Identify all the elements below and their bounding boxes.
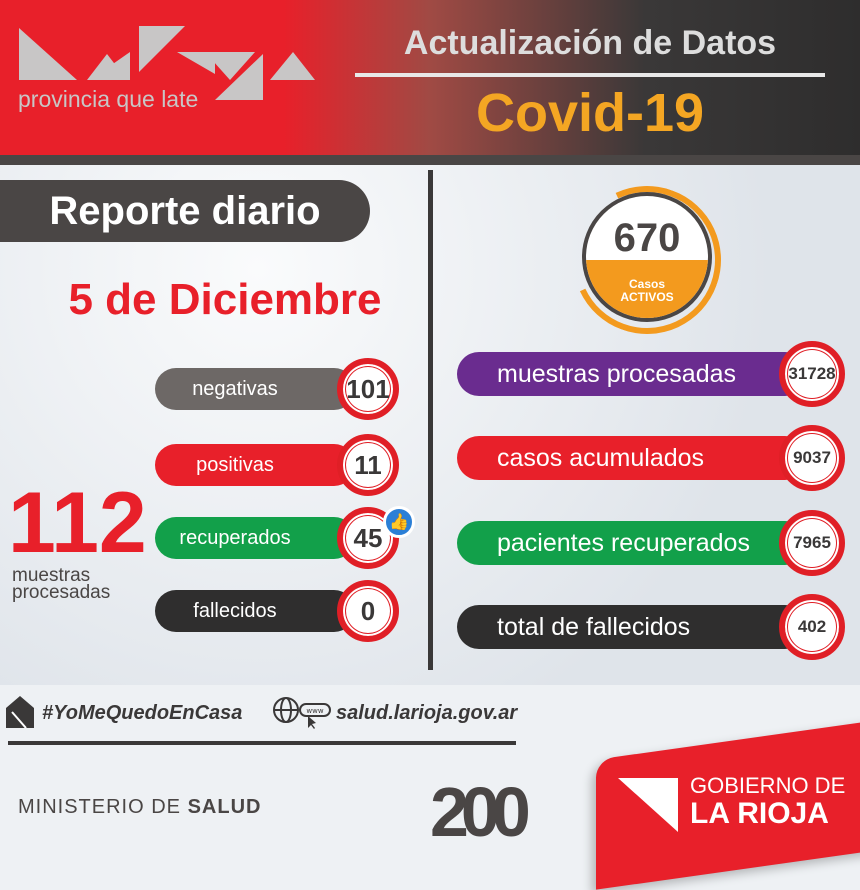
active-cases-caption: Casos ACTIVOS (586, 278, 708, 304)
stat-recuperados-value: 45 (337, 507, 399, 569)
total-fallecidos-value: 402 (779, 594, 845, 660)
anniversary-logo: 200 (430, 773, 531, 851)
footer-divider (8, 741, 516, 745)
column-divider (428, 170, 433, 670)
logo-tagline: provincia que late (18, 86, 199, 112)
gobierno-logo-icon (618, 778, 678, 832)
stat-negativas-value: 101 (337, 358, 399, 420)
la-rioja-logo (19, 26, 315, 100)
stat-fallecidos: fallecidos (155, 590, 355, 632)
thumbs-up-icon: 👍 (383, 506, 415, 538)
page-subtitle: Covid-19 (475, 83, 705, 143)
active-cases-badge: 670 Casos ACTIVOS (582, 192, 712, 322)
total-muestras-value: 31728 (779, 341, 845, 407)
caption-line: muestras (12, 565, 91, 586)
daily-total-caption: muestras procesadas (12, 565, 111, 603)
caption-line: Casos (628, 277, 666, 291)
total-casos: casos acumulados (457, 436, 807, 480)
total-fallecidos: total de fallecidos (457, 605, 807, 649)
page-title: Actualización de Datos (403, 24, 777, 62)
www-label: www (306, 707, 323, 715)
report-date: 5 de Diciembre (68, 275, 382, 324)
caption-line: ACTIVOS (620, 290, 674, 304)
header-divider (0, 155, 860, 165)
active-cases-value: 670 (613, 216, 681, 260)
gobierno-label-bold: LA RIOJA (690, 797, 829, 830)
hashtag: #YoMeQuedoEnCasa (42, 702, 243, 724)
total-recuperados: pacientes recuperados (457, 521, 807, 565)
ministry-text: MINISTERIO DE (18, 796, 188, 818)
report-label: Reporte diario (0, 180, 370, 242)
globe-icon: www (273, 697, 331, 729)
ministry-label: MINISTERIO DE SALUD (18, 796, 261, 819)
stat-recuperados: recuperados (155, 517, 355, 559)
stat-fallecidos-value: 0 (337, 580, 399, 642)
total-recuperados-value: 7965 (779, 510, 845, 576)
ministry-text-bold: SALUD (187, 796, 262, 818)
house-icon (6, 696, 34, 728)
stat-positivas: positivas (155, 444, 355, 486)
caption-line: procesadas (12, 582, 111, 603)
header-banner (0, 0, 860, 155)
title-underline (355, 73, 825, 77)
daily-total: 112 (8, 475, 147, 571)
total-casos-value: 9037 (779, 425, 845, 491)
stat-positivas-value: 11 (337, 434, 399, 496)
stat-negativas: negativas (155, 368, 355, 410)
website-link[interactable]: salud.larioja.gov.ar (336, 702, 518, 724)
gobierno-label: GOBIERNO DE (690, 773, 846, 798)
total-muestras: muestras procesadas (457, 352, 807, 396)
